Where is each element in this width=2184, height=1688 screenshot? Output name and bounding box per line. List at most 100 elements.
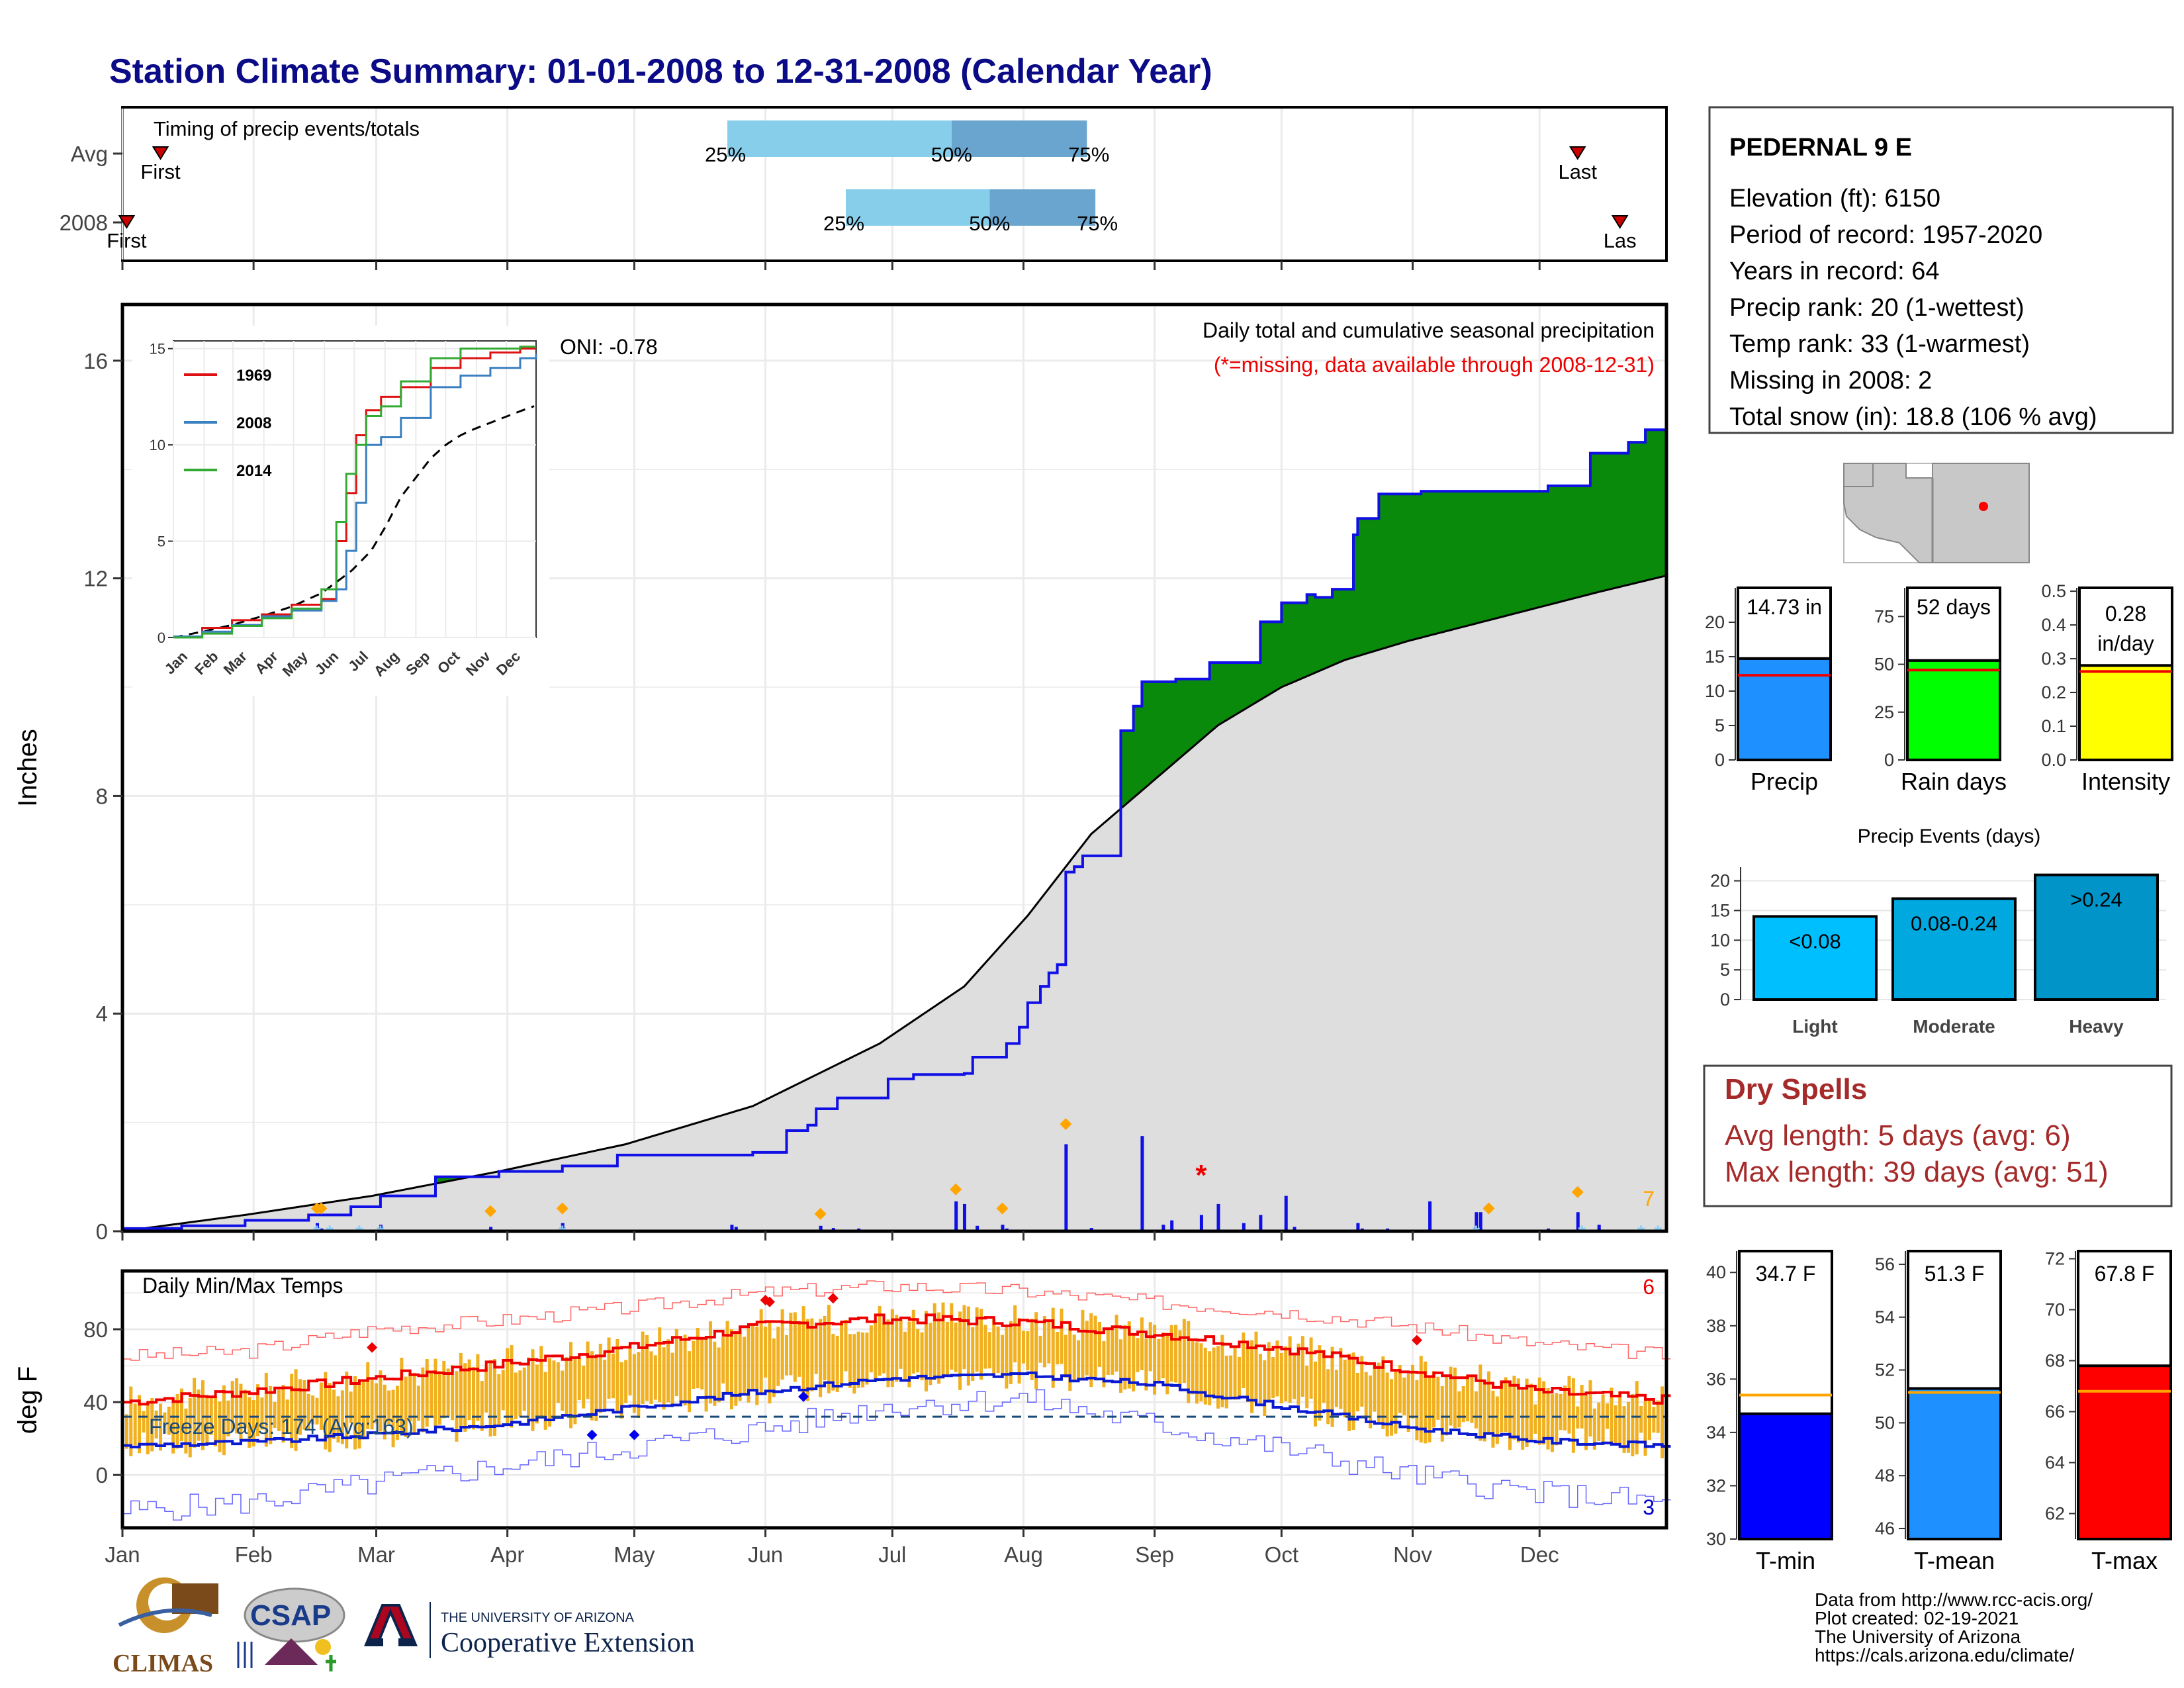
events-bar-label: <0.08 xyxy=(1789,929,1841,953)
summary-y-tick-label: 75 xyxy=(1874,606,1894,626)
record-low-marker xyxy=(629,1429,640,1440)
precip-y-tick-label: 16 xyxy=(83,349,108,373)
normal-min-line xyxy=(122,1371,1671,1449)
precip-note-missing: (*=missing, data available through 2008-… xyxy=(1214,353,1655,377)
temperature-summary-bars: 30 32 34 36 38 40 34.7 F T-min 46 48 50 52 54 56 51.3 … xyxy=(1706,1249,2172,1574)
temp-y-axis-label: deg F xyxy=(13,1366,42,1434)
tempbar-y-tick-label: 66 xyxy=(2045,1402,2065,1422)
month-axis: Jan Feb Mar Apr May Jun Jul Aug Sep Oct Nov Dec xyxy=(105,261,1559,1567)
tempbar-value-label: 67.8 F xyxy=(2095,1262,2155,1286)
summary-y-tick-label: 0.1 xyxy=(2041,716,2066,736)
tempbar-y-tick-label: 68 xyxy=(2045,1351,2065,1371)
record-high-marker xyxy=(764,1296,775,1307)
summary-category-label: Intensity xyxy=(2081,768,2170,795)
temperature-panel: 0 40 80 deg F Daily Min/Max Temps Freeze Days… xyxy=(13,1269,1671,1530)
dry-spells-box: Dry Spells Avg length: 5 days (avg: 6) M… xyxy=(1703,1064,2173,1207)
timing-title: Timing of precip events/totals xyxy=(154,117,420,140)
timing-row-label: Avg xyxy=(71,142,108,166)
tempbar-category-label: T-mean xyxy=(1914,1547,1995,1574)
precip-y-axis-label: Inches xyxy=(13,729,42,807)
tempbar-y-tick-label: 52 xyxy=(1875,1360,1895,1380)
month-label: May xyxy=(614,1542,655,1567)
dry-spells-avg: Avg length: 5 days (avg: 6) xyxy=(1725,1119,2071,1152)
inset-normal-line xyxy=(173,405,535,639)
temp-panel-title: Daily Min/Max Temps xyxy=(142,1274,343,1297)
daily-precip-bar xyxy=(1293,1227,1297,1231)
events-y-tick-label: 10 xyxy=(1710,930,1730,950)
tempbar-category-label: T-max xyxy=(2091,1547,2158,1574)
event-marker xyxy=(484,1205,497,1217)
event-count-label: 7 xyxy=(1643,1187,1655,1211)
record-high-marker xyxy=(367,1342,378,1353)
daily-precip-bar xyxy=(1475,1212,1479,1231)
precip-summary-bars: 0 5 10 15 20 14.73 in Precip 0 25 50 75 52 days Rain… xyxy=(1705,581,2173,795)
tempbar-y-tick-label: 62 xyxy=(2045,1504,2065,1524)
summary-category-label: Rain days xyxy=(1901,768,2007,795)
temp-y-tick-label: 40 xyxy=(83,1390,108,1415)
timing-q50-label: 50% xyxy=(931,143,972,166)
station-precip-rank: Precip rank: 20 (1-wettest) xyxy=(1729,294,2025,322)
page-title: Station Climate Summary: 01-01-2008 to 1… xyxy=(109,52,1212,91)
events-title: Precip Events (days) xyxy=(1858,825,2041,847)
events-y-tick-label: 15 xyxy=(1710,900,1730,920)
inset-legend-label: 2014 xyxy=(236,462,272,480)
summary-value-label: 14.73 in xyxy=(1747,595,1822,619)
climas-logo-text: CLIMAS xyxy=(113,1650,213,1677)
footer-line-url: https://cals.arizona.edu/climate/ xyxy=(1815,1645,2074,1665)
inset-y-tick-label: 0 xyxy=(158,630,165,646)
summary-y-tick-label: 0.3 xyxy=(2041,649,2066,669)
month-label: Oct xyxy=(1265,1542,1298,1567)
tempbar-fill xyxy=(1907,1387,2002,1541)
month-label: Nov xyxy=(1393,1542,1432,1567)
summary-y-tick-label: 50 xyxy=(1874,655,1894,675)
month-label: Jan xyxy=(105,1542,140,1567)
event-marker xyxy=(556,1202,569,1215)
last-event-label: Last xyxy=(1558,160,1597,183)
record-max-line xyxy=(122,1280,1671,1361)
event-marker xyxy=(315,1202,328,1215)
daily-precip-bar xyxy=(1140,1136,1144,1231)
footer-line-university: The University of Arizona xyxy=(1815,1626,2021,1647)
precip-frame xyxy=(120,303,1668,1233)
summary-y-tick-label: 0 xyxy=(1884,750,1894,770)
station-years: Years in record: 64 xyxy=(1729,258,1940,285)
timing-bar-lower xyxy=(727,120,952,157)
daily-precip-bar xyxy=(1001,1225,1005,1231)
precip-y-tick-label: 12 xyxy=(83,567,108,591)
precip-y-tick-label: 8 xyxy=(96,784,108,808)
freeze-days-label: Freeze Days: 174 (Avg:163) xyxy=(149,1415,414,1438)
logos: CLIMAS CSAP THE UNIVERSITY OF ARIZONA Co… xyxy=(113,1577,695,1677)
station-location-marker xyxy=(1979,502,1988,511)
tempbar-y-tick-label: 32 xyxy=(1706,1476,1726,1495)
record-high-marker xyxy=(827,1293,839,1304)
event-marker xyxy=(814,1207,827,1220)
timing-row-label: 2008 xyxy=(60,211,108,235)
tempbar-y-tick-label: 34 xyxy=(1706,1423,1726,1442)
summary-y-tick-label: 0 xyxy=(1715,750,1725,770)
last-event-marker xyxy=(1569,146,1586,160)
daily-precip-bar xyxy=(1242,1223,1246,1231)
event-marker xyxy=(950,1183,962,1196)
events-bar xyxy=(1752,915,1878,1001)
timing-q25-label: 25% xyxy=(705,143,746,166)
university-arizona-logo: THE UNIVERSITY OF ARIZONA Cooperative Ex… xyxy=(364,1602,695,1658)
daily-precip-bar xyxy=(1216,1203,1220,1231)
first-event-marker xyxy=(118,215,136,229)
dry-spells-max: Max length: 39 days (avg: 51) xyxy=(1725,1156,2109,1188)
temp-y-tick-label: 0 xyxy=(96,1463,108,1487)
summary-y-tick-label: 0.5 xyxy=(2041,581,2066,601)
normal-max-line xyxy=(122,1313,1671,1406)
summary-y-tick-label: 0.0 xyxy=(2041,750,2066,770)
daily-precip-bar xyxy=(1170,1220,1174,1231)
station-name: PEDERNAL 9 E xyxy=(1729,134,1912,162)
summary-value-unit: in/day xyxy=(2097,632,2154,655)
station-missing: Missing in 2008: 2 xyxy=(1729,367,1932,395)
month-label: Apr xyxy=(490,1542,524,1567)
tempbar-y-tick-label: 36 xyxy=(1706,1369,1726,1389)
timing-bar-upper xyxy=(989,189,1096,226)
summary-y-tick-label: 10 xyxy=(1705,681,1725,701)
tempbar-category-label: T-min xyxy=(1756,1547,1815,1574)
daily-precip-bar xyxy=(819,1225,823,1231)
month-label: Jul xyxy=(878,1542,906,1567)
